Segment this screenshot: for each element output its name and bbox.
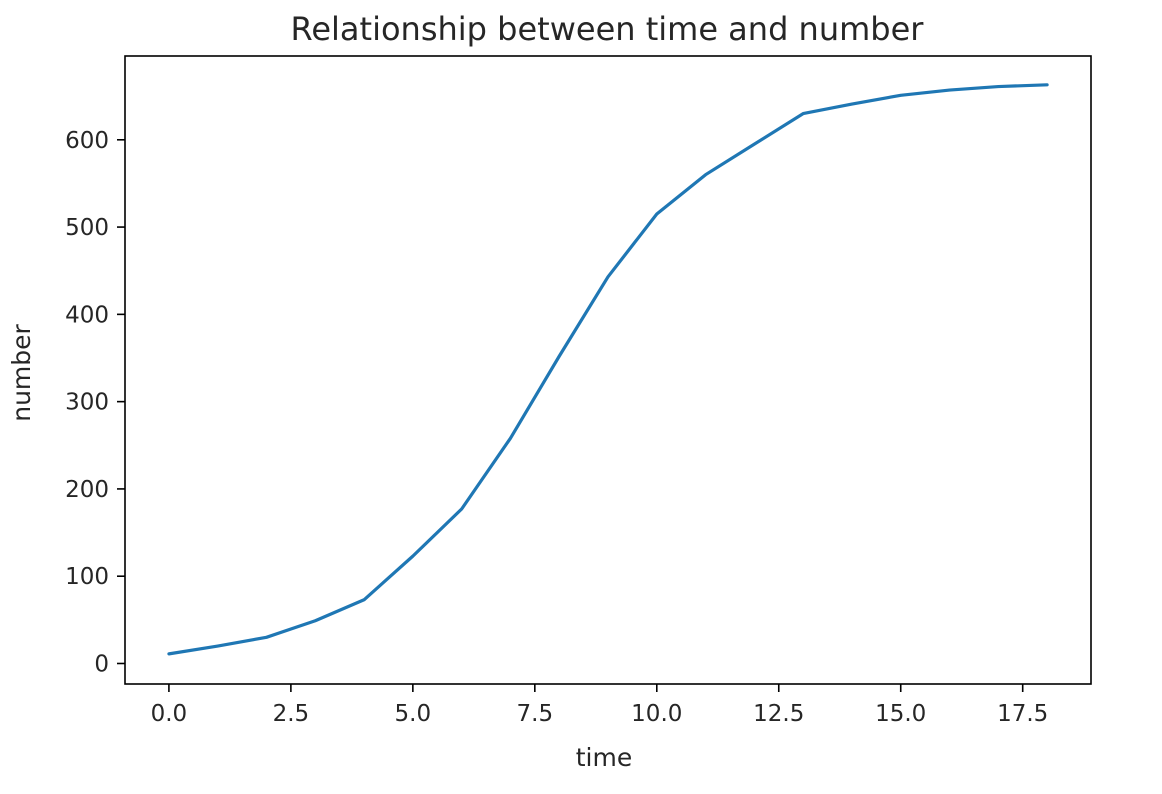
plot-frame (124, 55, 1092, 685)
chart-title: Relationship between time and number (291, 10, 925, 48)
y-axis-label: number (7, 323, 36, 421)
x-tick-label: 12.5 (753, 701, 804, 727)
x-axis-label: time (576, 743, 632, 772)
y-tick-label: 300 (65, 390, 109, 416)
x-tick-label: 7.5 (517, 701, 554, 727)
x-tick-label: 10.0 (631, 701, 682, 727)
x-tick-label: 15.0 (875, 701, 926, 727)
y-tick-label: 0 (94, 651, 109, 677)
y-tick-label: 600 (65, 128, 109, 154)
y-tick-label: 400 (65, 302, 109, 328)
y-tick-label: 200 (65, 477, 109, 503)
x-axis: 0.0 2.5 5.0 7.5 10.0 12.5 15.0 17.5 (151, 684, 1048, 727)
y-axis: 0 100 200 300 400 500 600 (65, 128, 125, 677)
y-tick-label: 100 (65, 564, 109, 590)
series-line (167, 83, 1049, 656)
y-tick-label: 500 (65, 215, 109, 241)
x-tick-label: 5.0 (395, 701, 432, 727)
x-tick-label: 17.5 (997, 701, 1048, 727)
x-tick-label: 2.5 (273, 701, 310, 727)
x-tick-label: 0.0 (151, 701, 188, 727)
